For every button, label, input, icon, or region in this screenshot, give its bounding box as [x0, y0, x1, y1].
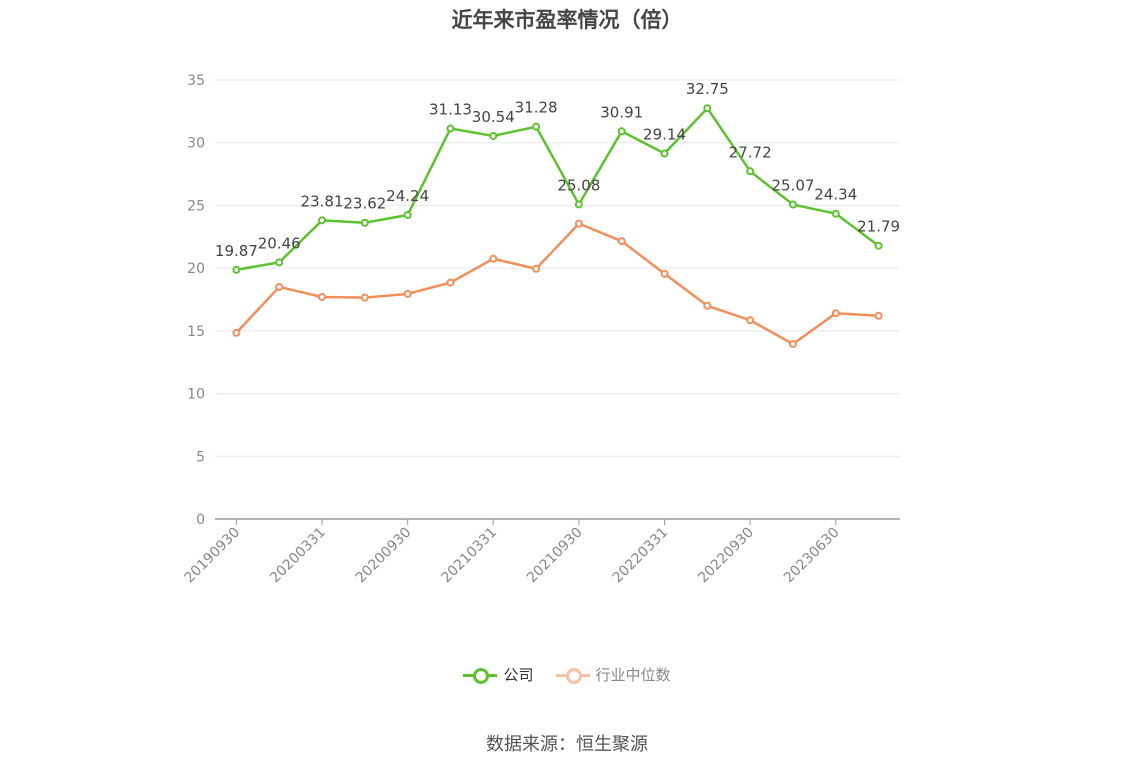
x-tick-label: 20220930 — [695, 525, 757, 587]
data-point-company — [746, 167, 755, 176]
data-point-company — [703, 104, 712, 113]
data-point-company — [446, 124, 455, 133]
x-tick-label: 20230630 — [781, 525, 843, 587]
data-point-company — [660, 149, 669, 158]
data-point-company — [275, 258, 284, 267]
data-point-company — [831, 209, 840, 218]
y-tick-label: 30 — [187, 136, 205, 152]
data-point-company — [532, 122, 541, 131]
data-point-company — [574, 200, 583, 209]
data-point-industry — [788, 340, 797, 349]
data-label-company: 27.72 — [729, 143, 772, 161]
x-tick-label: 20200930 — [353, 525, 415, 587]
y-tick-label: 10 — [187, 387, 205, 403]
source-note: 数据来源：恒生聚源 — [486, 734, 648, 755]
y-tick-label: 25 — [187, 198, 205, 214]
chart-title: 近年来市盈率情况（倍） — [451, 8, 683, 32]
data-point-company — [360, 218, 369, 227]
data-point-industry — [660, 269, 669, 278]
data-label-company: 31.28 — [515, 99, 558, 117]
x-tick-label: 20210331 — [438, 525, 500, 587]
data-label-company: 23.81 — [301, 192, 344, 210]
data-label-company: 21.79 — [857, 218, 900, 236]
axes: 0 5 10 15 20 25 30 35 20190930 20200331 20200930 20… — [182, 73, 900, 586]
legend-item-industry[interactable]: 行业中位数 — [555, 664, 671, 685]
data-label-company: 29.14 — [643, 126, 686, 144]
data-point-company — [617, 127, 626, 136]
data-point-industry — [232, 328, 241, 337]
y-tick-label: 0 — [196, 512, 205, 528]
data-point-industry — [574, 219, 583, 228]
y-tick-label: 5 — [196, 449, 205, 465]
data-label-company: 30.91 — [600, 103, 643, 121]
data-point-industry — [532, 264, 541, 273]
y-tick-label: 20 — [187, 261, 205, 277]
data-label-company: 31.13 — [429, 101, 472, 119]
legend-swatch-industry — [555, 665, 590, 685]
data-point-company — [232, 265, 241, 274]
series — [232, 104, 883, 349]
data-label-company: 25.08 — [557, 176, 600, 194]
data-label-company: 23.62 — [343, 195, 386, 213]
data-point-industry — [746, 316, 755, 325]
x-tick-label: 20200331 — [267, 525, 329, 587]
data-point-industry — [831, 309, 840, 318]
x-tick-label: 20210930 — [524, 525, 586, 587]
data-point-industry — [360, 293, 369, 302]
data-point-company — [788, 200, 797, 209]
data-label-company: 19.87 — [215, 242, 258, 260]
legend-swatch-company — [463, 665, 498, 685]
series-line-industry — [235, 222, 879, 346]
legend: 公司 行业中位数 — [0, 664, 1134, 685]
data-point-industry — [617, 237, 626, 246]
y-tick-label: 35 — [187, 73, 205, 89]
data-point-company — [318, 216, 327, 225]
legend-item-company[interactable]: 公司 — [463, 664, 534, 685]
data-point-industry — [703, 301, 712, 310]
data-label-company: 25.07 — [771, 177, 814, 195]
data-point-industry — [403, 289, 412, 298]
series-line-company — [236, 106, 880, 272]
data-point-industry — [275, 282, 284, 291]
grid-lines — [215, 79, 900, 457]
data-label-company: 32.75 — [686, 80, 729, 98]
legend-label-company: 公司 — [503, 666, 534, 684]
data-point-industry — [874, 311, 883, 320]
data-labels: 19.87 20.46 23.81 23.62 24.24 31.13 30.5431.28… — [215, 80, 900, 260]
data-point-company — [403, 210, 412, 219]
x-tick-label: 20190930 — [182, 525, 244, 587]
legend-label-industry: 行业中位数 — [595, 666, 671, 684]
data-label-company: 30.54 — [472, 108, 515, 126]
data-point-industry — [318, 292, 327, 301]
data-point-industry — [489, 254, 498, 263]
data-point-industry — [446, 278, 455, 287]
x-tick-label: 20220331 — [610, 525, 672, 587]
data-label-company: 24.24 — [386, 187, 429, 205]
data-label-company: 24.34 — [814, 186, 857, 204]
data-point-company — [489, 131, 498, 140]
data-point-company — [874, 241, 883, 250]
y-tick-label: 15 — [187, 324, 205, 340]
data-label-company: 20.46 — [258, 234, 301, 252]
